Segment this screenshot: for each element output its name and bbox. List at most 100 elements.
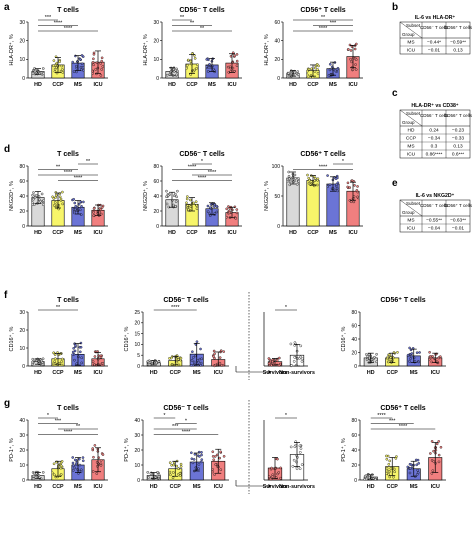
data-point (196, 63, 199, 67)
y-tick-label: 20 (274, 57, 280, 63)
y-tick-label: 60 (351, 433, 357, 439)
data-point (213, 473, 216, 476)
table-title: IL-6 vs HLA-DR⁺ (415, 15, 456, 21)
x-tick-label-ICU: ICU (431, 370, 440, 376)
data-point (170, 463, 173, 467)
data-point (40, 359, 43, 363)
data-point (385, 457, 389, 461)
data-point (195, 67, 198, 70)
data-point (78, 457, 81, 461)
significance-label: **** (171, 305, 180, 311)
data-point (415, 463, 418, 467)
data-point (314, 66, 317, 70)
x-tick-label-MS: MS (74, 370, 82, 376)
data-point (99, 212, 103, 216)
data-point (79, 350, 82, 354)
y-tick-label: 20 (134, 448, 140, 454)
data-point (213, 352, 216, 356)
y-axis-label: CD16⁺, % (340, 326, 347, 351)
y-tick-label: 20 (351, 463, 357, 469)
x-tick-label-ICU: ICU (93, 82, 102, 88)
data-point (31, 477, 35, 481)
data-point (93, 355, 97, 358)
data-point (412, 356, 416, 360)
data-point (396, 351, 399, 354)
table-cell: −0.44* (427, 40, 441, 46)
data-point (82, 200, 85, 204)
data-point (356, 195, 359, 199)
data-point (187, 58, 190, 62)
data-point (439, 445, 443, 449)
data-point (207, 66, 211, 69)
significance-label: **** (399, 424, 408, 430)
data-point (334, 177, 338, 180)
y-tick-label: 30 (153, 20, 159, 26)
data-point (385, 467, 389, 470)
data-point (206, 204, 210, 208)
significance-label: **** (182, 430, 191, 436)
significance-label: **** (319, 165, 328, 171)
data-point (306, 69, 309, 73)
data-point (99, 459, 103, 462)
data-point (195, 207, 199, 210)
x-tick-label-CCP: CCP (170, 484, 182, 490)
data-point (222, 350, 226, 353)
data-point (198, 455, 201, 458)
data-point (299, 447, 303, 450)
data-point (171, 471, 175, 474)
x-tick-label-ICU: ICU (214, 484, 223, 490)
data-point (33, 358, 37, 362)
data-point (32, 471, 36, 475)
data-point (175, 464, 179, 468)
data-point (306, 73, 309, 77)
data-point (157, 360, 161, 363)
data-point (278, 356, 281, 360)
data-point (293, 445, 297, 449)
data-point (347, 48, 350, 51)
x-tick-label-MS: MS (74, 82, 82, 88)
y-tick-label: 10 (134, 463, 140, 469)
data-point (185, 66, 188, 70)
data-point (71, 60, 74, 64)
data-point (98, 210, 102, 214)
data-point (293, 71, 297, 75)
data-point (187, 208, 190, 211)
data-point (279, 476, 282, 480)
data-point (174, 205, 177, 208)
table-corner-group: Group (402, 120, 415, 125)
data-point (293, 355, 296, 359)
data-point (91, 69, 94, 73)
table-corner-subset: Subset (406, 23, 421, 28)
data-point (307, 176, 311, 180)
data-point (267, 357, 271, 360)
data-point (190, 451, 193, 455)
y-tick-label: 0 (156, 76, 159, 82)
y-tick-label: 0 (277, 224, 280, 230)
significance-label: ** (200, 26, 205, 32)
data-point (39, 71, 43, 75)
significance-label: *** (330, 21, 337, 27)
data-point (313, 70, 317, 73)
data-point (199, 460, 203, 464)
data-point (194, 200, 198, 203)
data-point (437, 460, 441, 464)
data-point (301, 357, 304, 361)
y-axis-label: HLA-DR⁺, % (142, 34, 149, 65)
data-point (185, 201, 188, 205)
x-tick-label-ICU: ICU (227, 82, 236, 88)
data-point (75, 66, 79, 70)
data-point (91, 360, 95, 363)
data-point (171, 476, 175, 480)
y-tick-label: 20 (351, 350, 357, 356)
data-point (316, 68, 319, 71)
table-cell: MS (407, 218, 414, 224)
chart-title: CD56⁺ T cells (380, 405, 425, 412)
data-point (292, 360, 296, 363)
data-point (211, 450, 215, 454)
data-point (78, 58, 82, 61)
data-point (59, 461, 63, 465)
significance-label: ** (321, 15, 326, 21)
table-cell: −0.55** (426, 218, 442, 224)
data-point (146, 359, 150, 363)
